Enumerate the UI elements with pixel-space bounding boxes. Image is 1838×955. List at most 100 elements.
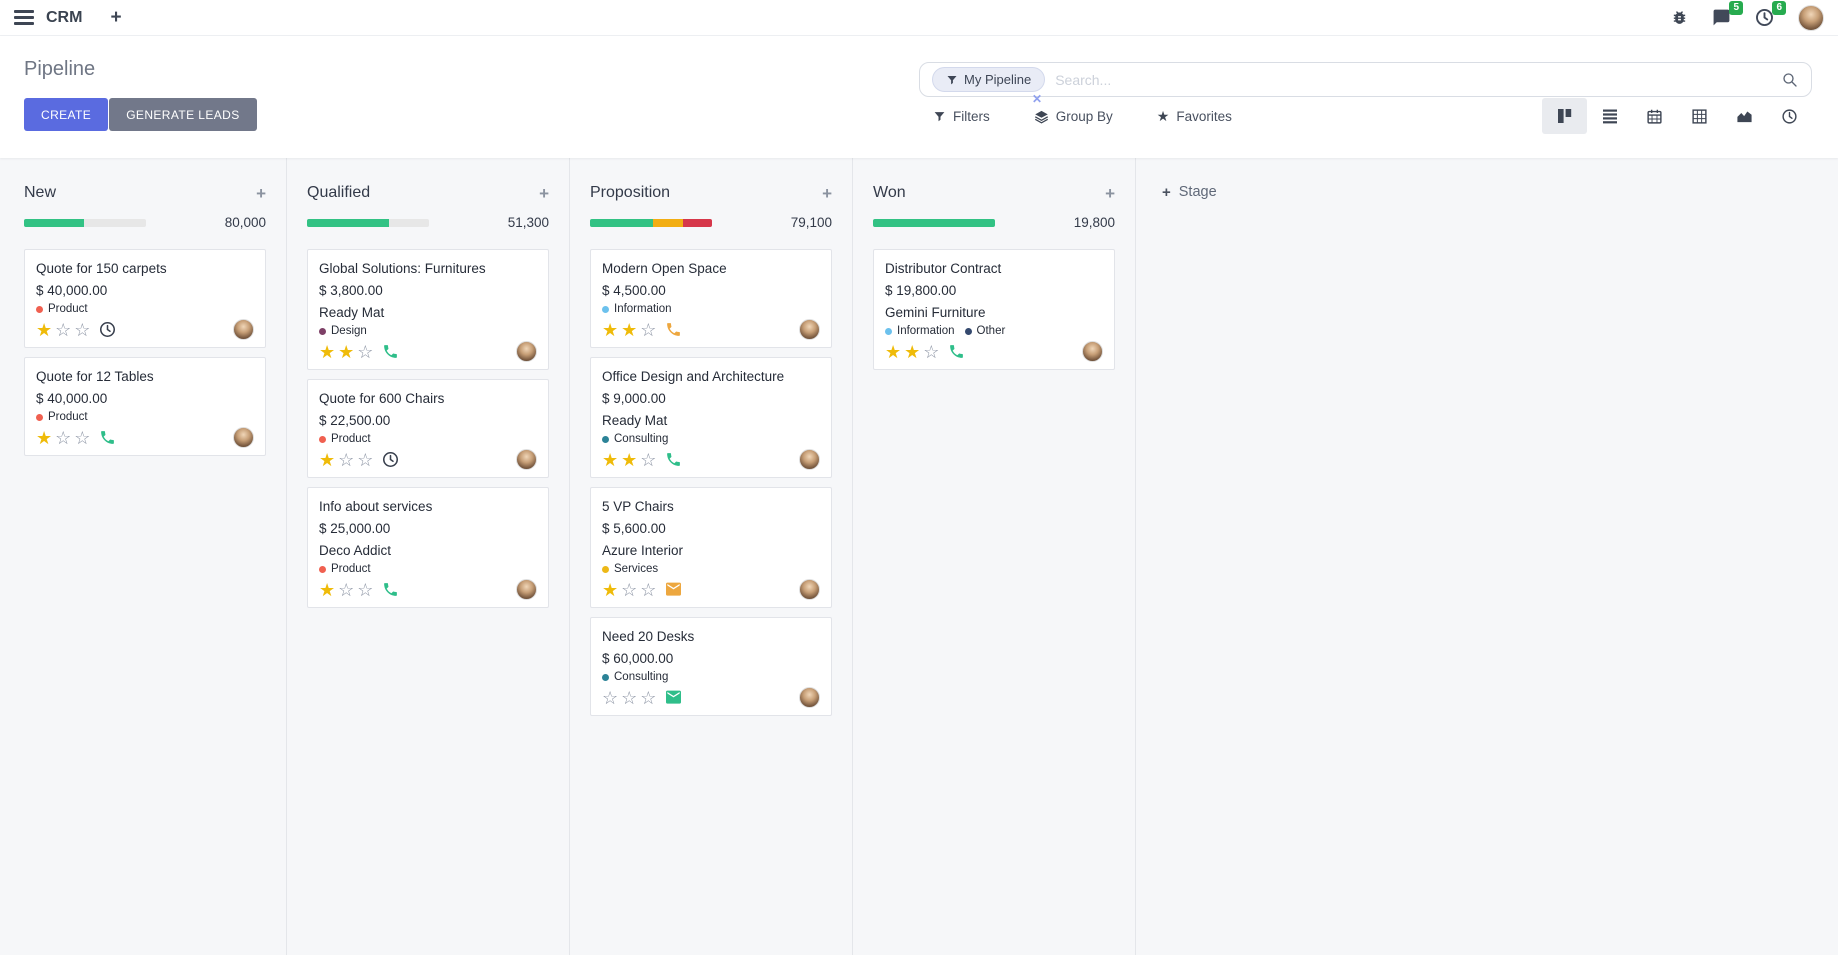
activity-phone-icon[interactable]	[382, 581, 399, 598]
add-record-plus-icon[interactable]: +	[1105, 183, 1115, 203]
activity-phone-icon[interactable]	[665, 451, 682, 468]
priority-stars[interactable]: ★ ☆ ☆	[36, 428, 90, 448]
app-name[interactable]: CRM	[46, 8, 83, 26]
priority-stars[interactable]: ☆ ☆ ☆	[602, 688, 656, 708]
star-empty-icon[interactable]: ☆	[338, 579, 355, 600]
star-empty-icon[interactable]: ☆	[55, 319, 72, 340]
column-progressbar[interactable]	[590, 218, 712, 227]
salesperson-avatar[interactable]	[516, 341, 537, 362]
generate-leads-button[interactable]: GENERATE LEADS	[109, 98, 257, 131]
priority-stars[interactable]: ★ ☆ ☆	[602, 580, 656, 600]
column-progressbar[interactable]	[873, 218, 995, 227]
priority-stars[interactable]: ★ ★ ☆	[885, 342, 939, 362]
priority-stars[interactable]: ★ ☆ ☆	[36, 320, 90, 340]
search-icon[interactable]	[1781, 71, 1799, 89]
star-filled-icon[interactable]: ★	[338, 341, 355, 362]
view-activity-button[interactable]	[1767, 98, 1812, 134]
priority-stars[interactable]: ★ ★ ☆	[602, 320, 656, 340]
priority-stars[interactable]: ★ ★ ☆	[602, 450, 656, 470]
apps-menu-icon[interactable]	[14, 10, 34, 25]
priority-stars[interactable]: ★ ☆ ☆	[319, 580, 373, 600]
star-empty-icon[interactable]: ☆	[74, 319, 91, 340]
activity-envelope-icon[interactable]	[665, 582, 682, 597]
activity-phone-icon[interactable]	[382, 343, 399, 360]
kanban-card[interactable]: Need 20 Desks $ 60,000.00 Consulting ☆ ☆ ☆	[590, 617, 832, 716]
add-record-plus-icon[interactable]: +	[256, 183, 266, 203]
star-empty-icon[interactable]: ☆	[640, 687, 657, 708]
salesperson-avatar[interactable]	[799, 687, 820, 708]
salesperson-avatar[interactable]	[516, 579, 537, 600]
activities-clock-icon[interactable]: 6	[1755, 1, 1786, 27]
star-empty-icon[interactable]: ☆	[357, 579, 374, 600]
user-avatar[interactable]	[1798, 4, 1824, 31]
kanban-card[interactable]: Quote for 150 carpets $ 40,000.00 Product ★…	[24, 249, 266, 348]
view-graph-button[interactable]	[1722, 98, 1767, 134]
activity-phone-icon[interactable]	[99, 429, 116, 446]
star-filled-icon[interactable]: ★	[602, 319, 619, 340]
activity-envelope-icon[interactable]	[665, 690, 682, 705]
star-empty-icon[interactable]: ☆	[621, 579, 638, 600]
star-empty-icon[interactable]: ☆	[640, 449, 657, 470]
column-progressbar[interactable]	[307, 218, 429, 227]
group-by-button[interactable]: Group By	[1034, 109, 1113, 124]
activity-phone-icon[interactable]	[665, 321, 682, 338]
kanban-card[interactable]: Distributor Contract $ 19,800.00 Gemini Fu…	[873, 249, 1115, 370]
activity-phone-icon[interactable]	[948, 343, 965, 360]
star-filled-icon[interactable]: ★	[36, 427, 53, 448]
star-empty-icon[interactable]: ☆	[640, 579, 657, 600]
salesperson-avatar[interactable]	[233, 319, 254, 340]
salesperson-avatar[interactable]	[1082, 341, 1103, 362]
add-record-plus-icon[interactable]: +	[539, 183, 549, 203]
filters-button[interactable]: Filters	[933, 109, 990, 124]
star-filled-icon[interactable]: ★	[319, 449, 336, 470]
star-empty-icon[interactable]: ☆	[357, 449, 374, 470]
star-filled-icon[interactable]: ★	[36, 319, 53, 340]
kanban-card[interactable]: Global Solutions: Furnitures $ 3,800.00 Re…	[307, 249, 549, 370]
star-empty-icon[interactable]: ☆	[621, 687, 638, 708]
star-empty-icon[interactable]: ☆	[357, 341, 374, 362]
salesperson-avatar[interactable]	[799, 449, 820, 470]
kanban-card[interactable]: 5 VP Chairs $ 5,600.00 Azure Interior Servi…	[590, 487, 832, 608]
search-facet-my-pipeline[interactable]: My Pipeline	[932, 67, 1046, 92]
column-progressbar[interactable]	[24, 218, 146, 227]
view-kanban-button[interactable]	[1542, 98, 1587, 134]
star-empty-icon[interactable]: ☆	[602, 687, 619, 708]
star-empty-icon[interactable]: ☆	[74, 427, 91, 448]
favorites-button[interactable]: ★ Favorites	[1157, 108, 1232, 125]
star-filled-icon[interactable]: ★	[904, 341, 921, 362]
kanban-card[interactable]: Info about services $ 25,000.00 Deco Addic…	[307, 487, 549, 608]
activity-clock-icon[interactable]	[382, 451, 399, 468]
view-pivot-button[interactable]	[1677, 98, 1722, 134]
salesperson-avatar[interactable]	[799, 319, 820, 340]
messages-icon[interactable]: 5	[1712, 1, 1743, 27]
star-empty-icon[interactable]: ☆	[923, 341, 940, 362]
priority-stars[interactable]: ★ ★ ☆	[319, 342, 373, 362]
new-record-plus-icon[interactable]: +	[110, 7, 122, 28]
priority-stars[interactable]: ★ ☆ ☆	[319, 450, 373, 470]
view-calendar-button[interactable]	[1632, 98, 1677, 134]
star-filled-icon[interactable]: ★	[621, 449, 638, 470]
activity-clock-icon[interactable]	[99, 321, 116, 338]
salesperson-avatar[interactable]	[233, 427, 254, 448]
view-list-button[interactable]	[1587, 98, 1632, 134]
star-filled-icon[interactable]: ★	[602, 449, 619, 470]
kanban-card[interactable]: Quote for 600 Chairs $ 22,500.00 Product ★ ☆…	[307, 379, 549, 478]
star-filled-icon[interactable]: ★	[319, 579, 336, 600]
create-button[interactable]: CREATE	[24, 98, 109, 131]
salesperson-avatar[interactable]	[799, 579, 820, 600]
facet-remove-icon[interactable]: ✕	[1032, 92, 1043, 106]
kanban-card[interactable]: Quote for 12 Tables $ 40,000.00 Product ★ ☆ ☆	[24, 357, 266, 456]
add-record-plus-icon[interactable]: +	[822, 183, 832, 203]
star-empty-icon[interactable]: ☆	[338, 449, 355, 470]
star-filled-icon[interactable]: ★	[885, 341, 902, 362]
star-empty-icon[interactable]: ☆	[55, 427, 72, 448]
search-input[interactable]: Search...	[1055, 71, 1112, 88]
salesperson-avatar[interactable]	[516, 449, 537, 470]
star-filled-icon[interactable]: ★	[621, 319, 638, 340]
star-empty-icon[interactable]: ☆	[640, 319, 657, 340]
star-filled-icon[interactable]: ★	[602, 579, 619, 600]
search-bar[interactable]: My Pipeline Search... ✕	[919, 62, 1812, 106]
kanban-card[interactable]: Office Design and Architecture $ 9,000.00…	[590, 357, 832, 478]
kanban-card[interactable]: Modern Open Space $ 4,500.00 Information ★ ★…	[590, 249, 832, 348]
debug-bug-icon[interactable]	[1671, 9, 1688, 26]
